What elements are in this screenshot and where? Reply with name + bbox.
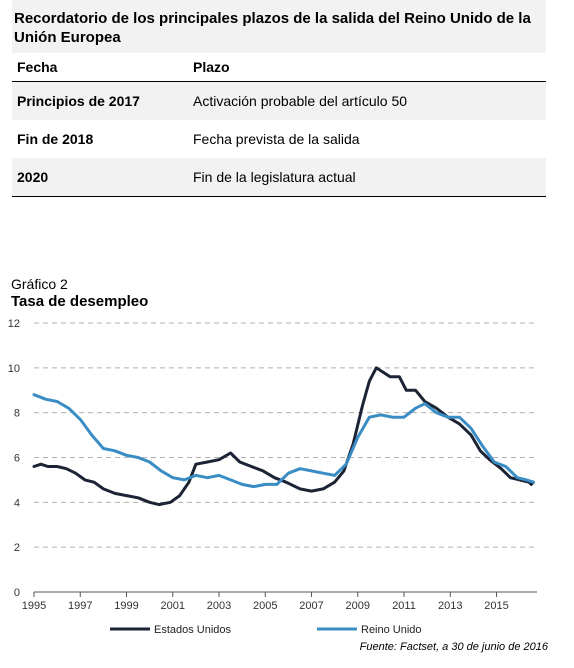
x-tick-label: 2009 xyxy=(346,600,370,612)
table-cell-date: 2020 xyxy=(17,169,49,185)
column-header-deadline: Plazo xyxy=(193,59,230,75)
y-tick-label: 2 xyxy=(14,542,20,554)
series-line-uk xyxy=(32,393,535,489)
table-row: 2020 Fin de la legislatura actual xyxy=(12,158,546,197)
table-cell-deadline: Activación probable del artículo 50 xyxy=(193,93,408,109)
y-tick-label: 6 xyxy=(14,453,20,465)
table-cell-deadline: Fin de la legislatura actual xyxy=(193,169,356,185)
table-cell-deadline: Fecha prevista de la salida xyxy=(193,131,360,147)
series-line-us xyxy=(32,366,535,507)
y-tick-label: 10 xyxy=(8,363,20,375)
x-tick-label: 2013 xyxy=(438,600,462,612)
table-row: Fin de 2018 Fecha prevista de la salida xyxy=(12,120,546,158)
y-tick-label: 4 xyxy=(14,497,20,509)
deadlines-table: Recordatorio de los principales plazos d… xyxy=(12,0,546,197)
x-tick-label: 1999 xyxy=(114,600,138,612)
table-cell-date: Fin de 2018 xyxy=(17,131,94,147)
x-tick-label: 2015 xyxy=(484,600,508,612)
y-tick-label: 12 xyxy=(8,318,20,330)
y-tick-label: 0 xyxy=(14,587,20,599)
chart-caption: Gráfico 2 xyxy=(11,276,68,292)
chart-source: Fuente: Factset, a 30 de junio de 2016 xyxy=(359,641,548,653)
y-tick-label: 8 xyxy=(14,408,20,420)
legend-label-uk: Reino Unido xyxy=(361,624,422,636)
unemployment-line-chart: 0 2 4 6 8 10 12 1995 1997 1999 2001 2003 2005 2007 200… xyxy=(8,318,537,636)
x-tick-label: 2003 xyxy=(207,600,231,612)
x-tick-label: 2001 xyxy=(161,600,185,612)
table-cell-date: Principios de 2017 xyxy=(17,93,140,109)
table-title: Recordatorio de los principales plazos d… xyxy=(14,10,531,46)
x-tick-label: 2005 xyxy=(253,600,277,612)
table-header-row: Fecha Plazo xyxy=(12,53,546,82)
chart-title: Tasa de desempleo xyxy=(11,293,149,310)
legend-label-us: Estados Unidos xyxy=(154,624,232,636)
x-tick-label: 2007 xyxy=(299,600,323,612)
column-header-date: Fecha xyxy=(17,59,58,75)
x-tick-label: 2011 xyxy=(392,600,416,612)
table-row: Principios de 2017 Activación probable d… xyxy=(12,82,546,120)
x-tick-label: 1995 xyxy=(22,600,46,612)
x-tick-label: 1997 xyxy=(68,600,92,612)
